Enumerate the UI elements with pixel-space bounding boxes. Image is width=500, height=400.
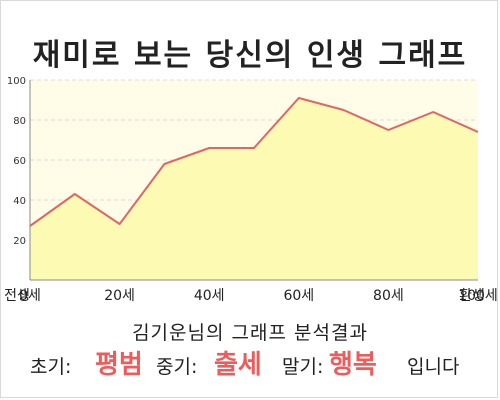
early-label: 초기: xyxy=(30,356,72,378)
x-tick-label: 20세 xyxy=(104,288,135,304)
y-tick-label: 60 xyxy=(13,156,26,167)
late-label: 말기: xyxy=(282,356,324,378)
y-tick-label: 40 xyxy=(13,196,26,207)
y-tick-label: 100 xyxy=(7,76,26,87)
y-tick-label: 80 xyxy=(13,116,26,127)
x-tick-label: 0세 xyxy=(19,288,41,304)
early-value: 평범 xyxy=(95,350,143,380)
y-tick-label: 20 xyxy=(13,236,26,247)
analysis-subtitle: 김기운님의 그래프 분석결과 xyxy=(132,322,368,344)
x-tick-label: 전생 xyxy=(4,288,30,304)
x-tick-label: 환생 xyxy=(459,288,485,304)
page-title: 재미로 보는 당신의 인생 그래프 xyxy=(32,38,468,73)
mid-value: 출세 xyxy=(214,350,262,380)
analysis-result: 초기: 평범 중기: 출세 말기: 행복 입니다 xyxy=(0,344,500,384)
result-suffix: 입니다 xyxy=(407,356,460,378)
x-tick-label: 80세 xyxy=(373,288,404,304)
x-tick-label: 100세 xyxy=(458,288,498,304)
series-line xyxy=(29,97,479,227)
y-tick-labels: 20 40 60 80 100 xyxy=(7,76,26,247)
late-value: 행복 xyxy=(329,350,377,380)
x-tick-label: 60세 xyxy=(283,288,314,304)
mid-label: 중기: xyxy=(156,356,198,378)
x-tick-label: 40세 xyxy=(194,288,225,304)
area-fill xyxy=(30,98,478,280)
